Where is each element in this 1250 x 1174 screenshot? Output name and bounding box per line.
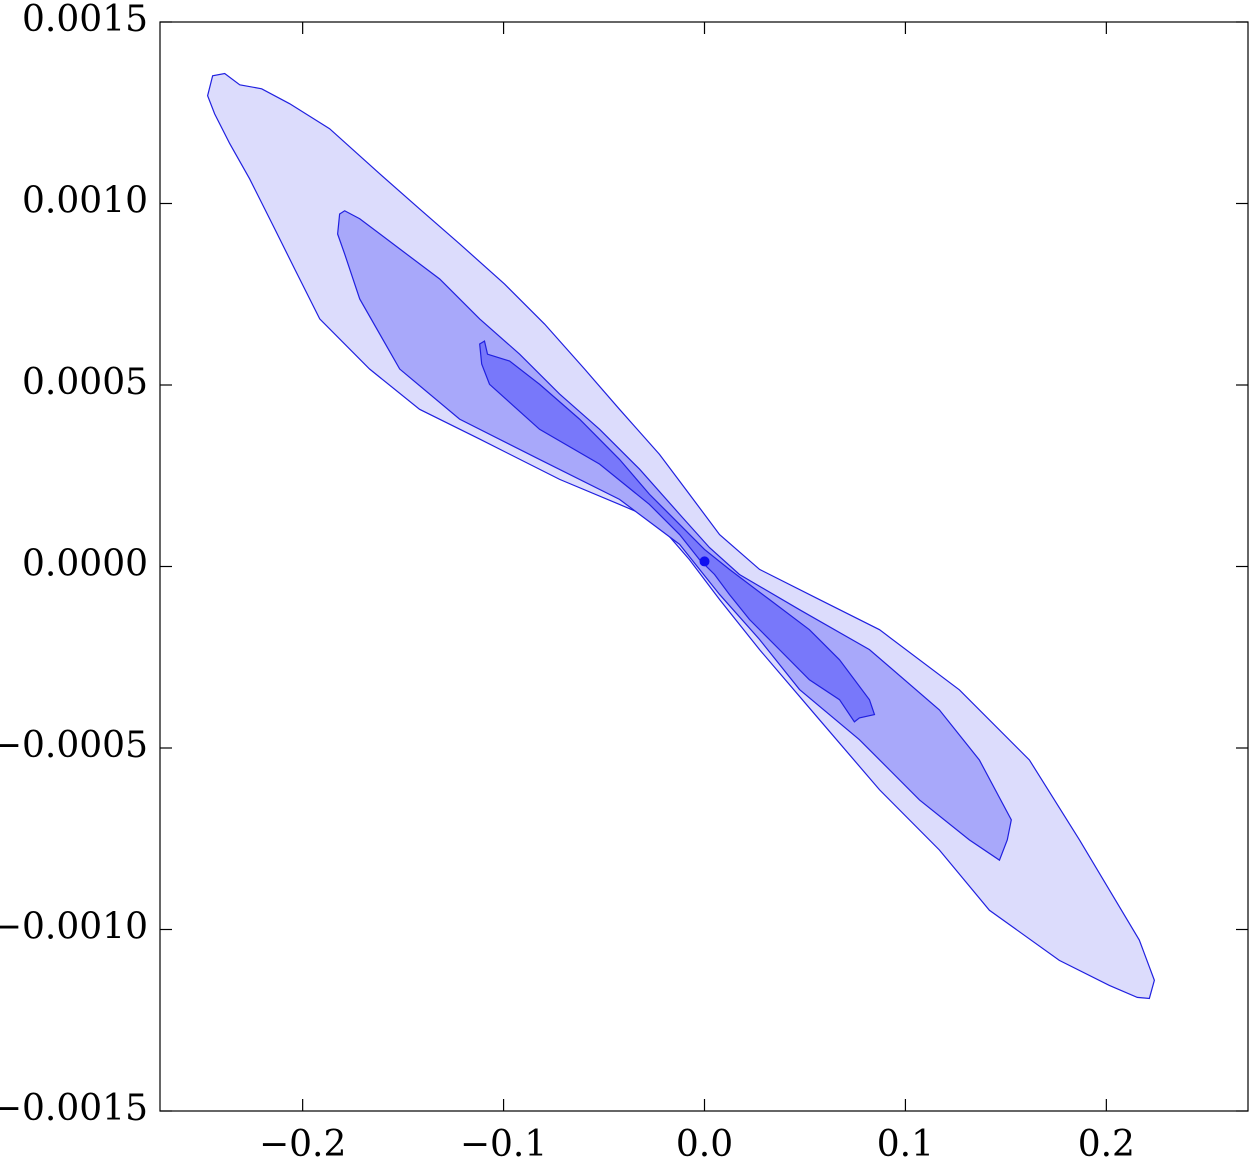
x-tick-label: −0.2 xyxy=(259,1124,346,1165)
y-tick-label: 0.0010 xyxy=(22,181,148,222)
y-tick-label: 0.0000 xyxy=(22,544,148,585)
y-tick-label: −0.0015 xyxy=(0,1088,148,1129)
y-tick-label: −0.0005 xyxy=(0,725,148,766)
x-tick-label: 0.2 xyxy=(1078,1124,1135,1165)
x-tick-label: 0.0 xyxy=(676,1124,733,1165)
y-tick-label: −0.0010 xyxy=(0,907,148,948)
y-tick-label: 0.0015 xyxy=(22,0,148,40)
best-fit-point xyxy=(699,556,710,567)
x-tick-label: −0.1 xyxy=(460,1124,547,1165)
x-tick-label: 0.1 xyxy=(877,1124,934,1165)
y-tick-label: 0.0005 xyxy=(22,362,148,403)
contour-region xyxy=(479,340,876,723)
